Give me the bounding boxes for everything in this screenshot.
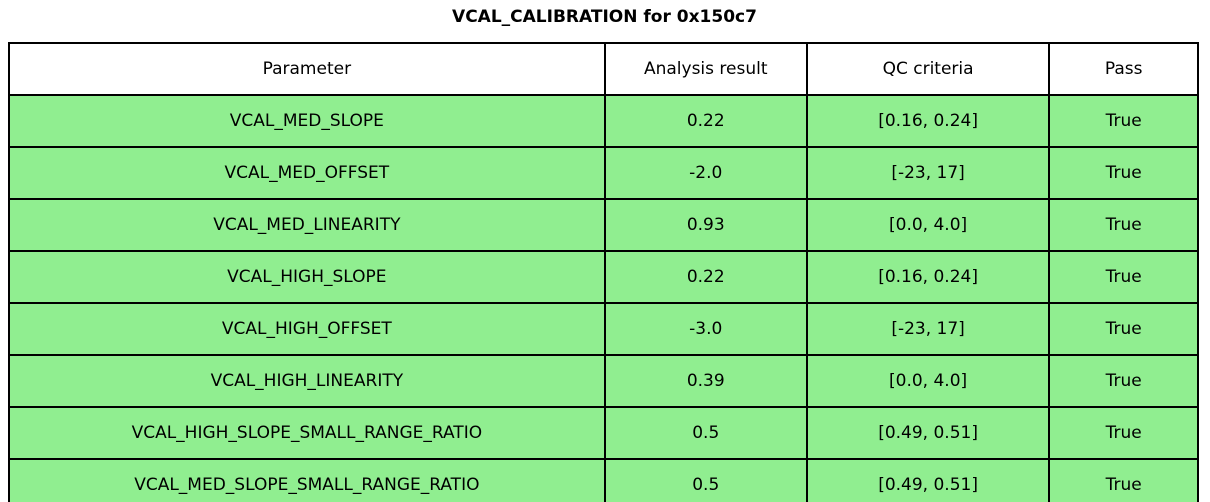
qc-results-table: Parameter Analysis result QC criteria Pa… xyxy=(8,42,1199,502)
column-header-qc-criteria: QC criteria xyxy=(805,42,1051,96)
qc-criteria-cell: [-23, 17] xyxy=(805,146,1051,200)
parameter-cell: VCAL_HIGH_SLOPE xyxy=(8,250,606,304)
pass-cell: True xyxy=(1048,146,1199,200)
pass-cell: True xyxy=(1048,250,1199,304)
table-row: VCAL_HIGH_LINEARITY 0.39 [0.0, 4.0] True xyxy=(8,354,1199,408)
analysis-result-cell: 0.5 xyxy=(603,406,808,460)
pass-cell: True xyxy=(1048,406,1199,460)
column-header-parameter: Parameter xyxy=(8,42,606,96)
pass-cell: True xyxy=(1048,94,1199,148)
table-row: VCAL_MED_SLOPE 0.22 [0.16, 0.24] True xyxy=(8,94,1199,148)
pass-cell: True xyxy=(1048,198,1199,252)
table-row: VCAL_MED_OFFSET -2.0 [-23, 17] True xyxy=(8,146,1199,200)
qc-criteria-cell: [-23, 17] xyxy=(805,302,1051,356)
analysis-result-cell: -2.0 xyxy=(603,146,808,200)
parameter-cell: VCAL_MED_SLOPE_SMALL_RANGE_RATIO xyxy=(8,458,606,502)
qc-criteria-cell: [0.0, 4.0] xyxy=(805,354,1051,408)
parameter-cell: VCAL_HIGH_LINEARITY xyxy=(8,354,606,408)
qc-criteria-cell: [0.0, 4.0] xyxy=(805,198,1051,252)
parameter-cell: VCAL_MED_OFFSET xyxy=(8,146,606,200)
pass-cell: True xyxy=(1048,302,1199,356)
header-row: Parameter Analysis result QC criteria Pa… xyxy=(8,42,1199,96)
qc-criteria-cell: [0.49, 0.51] xyxy=(805,458,1051,502)
pass-cell: True xyxy=(1048,354,1199,408)
parameter-cell: VCAL_MED_LINEARITY xyxy=(8,198,606,252)
table-row: VCAL_MED_SLOPE_SMALL_RANGE_RATIO 0.5 [0.49… xyxy=(8,458,1199,502)
qc-criteria-cell: [0.16, 0.24] xyxy=(805,250,1051,304)
table-row: VCAL_HIGH_SLOPE_SMALL_RANGE_RATIO 0.5 [0.4… xyxy=(8,406,1199,460)
table-row: VCAL_HIGH_SLOPE 0.22 [0.16, 0.24] True xyxy=(8,250,1199,304)
qc-criteria-cell: [0.49, 0.51] xyxy=(805,406,1051,460)
analysis-result-cell: 0.39 xyxy=(603,354,808,408)
parameter-cell: VCAL_MED_SLOPE xyxy=(8,94,606,148)
analysis-result-cell: 0.93 xyxy=(603,198,808,252)
table-row: VCAL_MED_LINEARITY 0.93 [0.0, 4.0] True xyxy=(8,198,1199,252)
pass-cell: True xyxy=(1048,458,1199,502)
parameter-cell: VCAL_HIGH_SLOPE_SMALL_RANGE_RATIO xyxy=(8,406,606,460)
table-row: VCAL_HIGH_OFFSET -3.0 [-23, 17] True xyxy=(8,302,1199,356)
analysis-result-cell: -3.0 xyxy=(603,302,808,356)
column-header-analysis-result: Analysis result xyxy=(603,42,808,96)
analysis-result-cell: 0.22 xyxy=(603,250,808,304)
page-title: VCAL_CALIBRATION for 0x150c7 xyxy=(452,7,757,27)
analysis-result-cell: 0.22 xyxy=(603,94,808,148)
qc-criteria-cell: [0.16, 0.24] xyxy=(805,94,1051,148)
analysis-result-cell: 0.5 xyxy=(603,458,808,502)
parameter-cell: VCAL_HIGH_OFFSET xyxy=(8,302,606,356)
column-header-pass: Pass xyxy=(1048,42,1199,96)
